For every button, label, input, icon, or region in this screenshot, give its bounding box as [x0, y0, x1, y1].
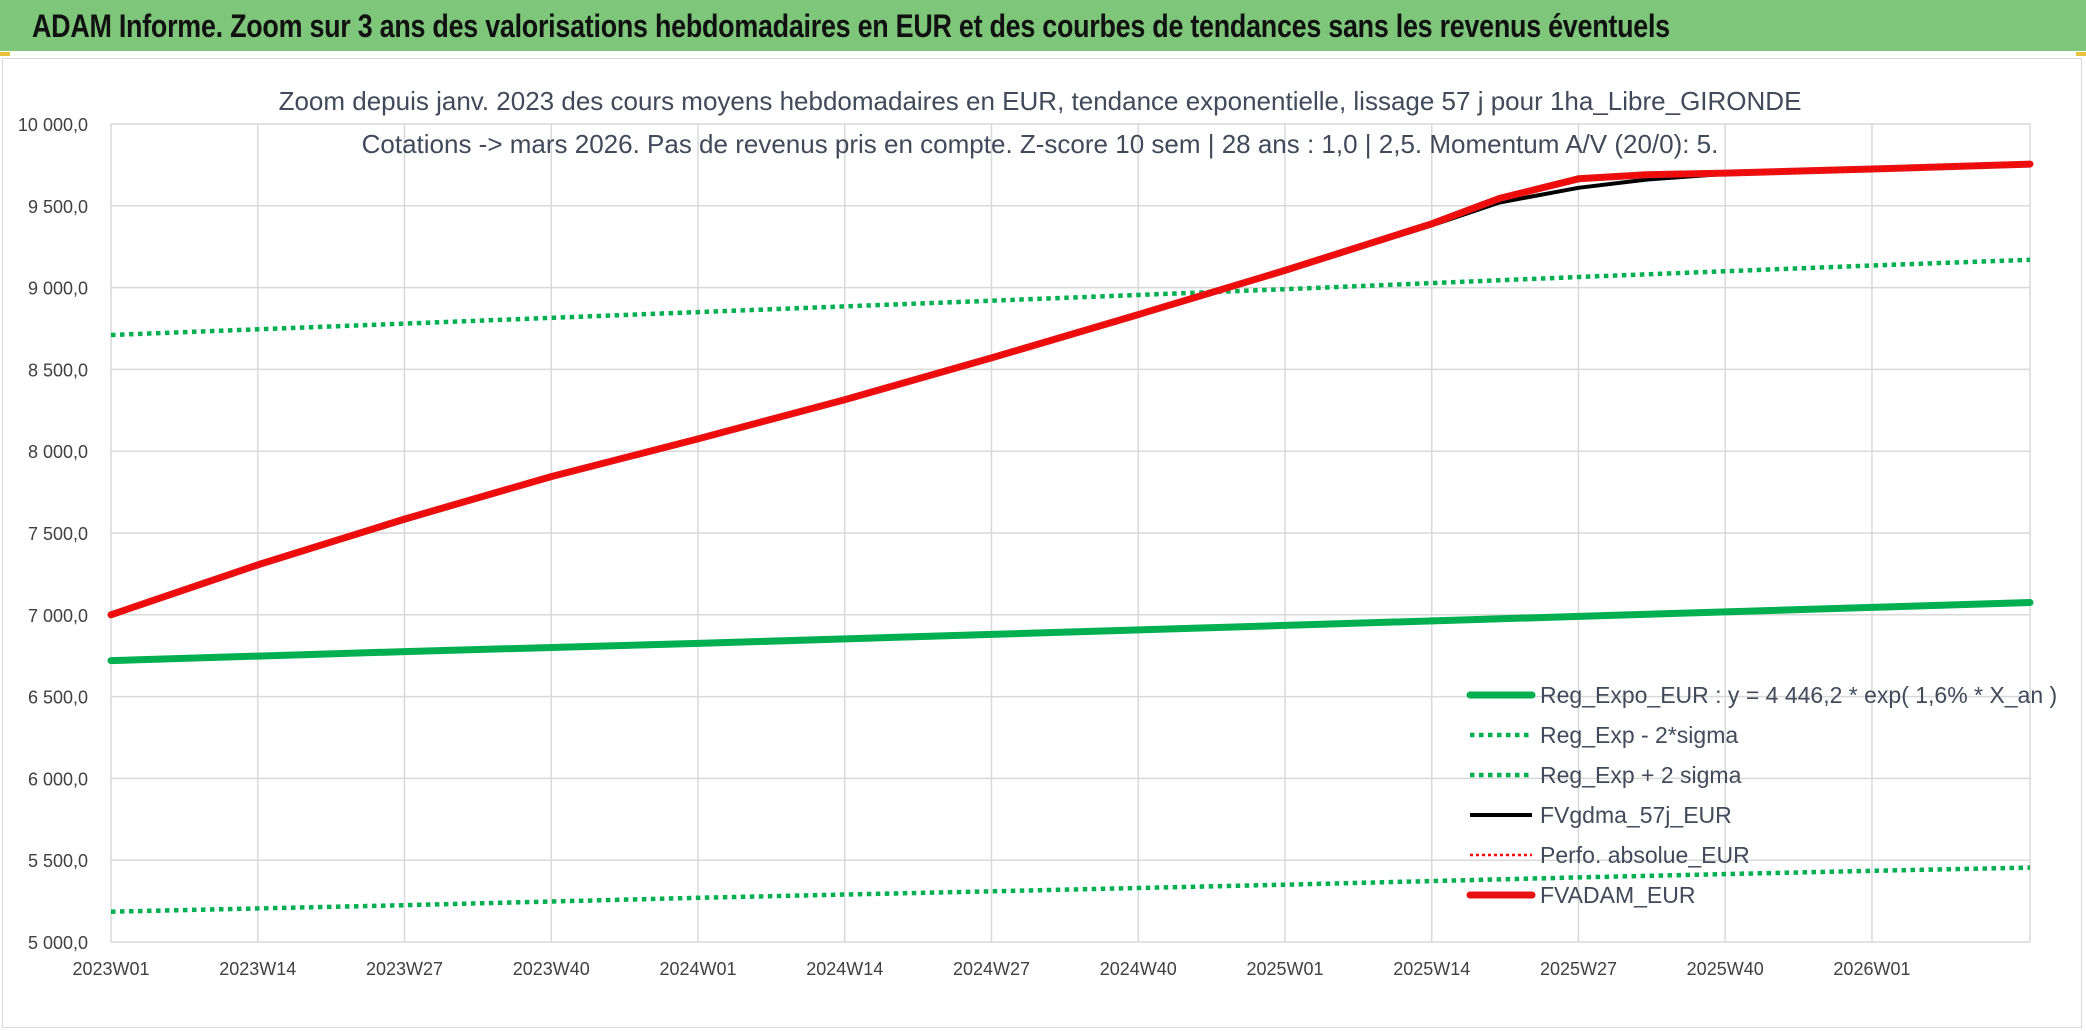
series-layer — [107, 160, 2034, 914]
x-tick-label: 2024W01 — [659, 959, 736, 979]
legend-label-4: Perfo. absolue_EUR — [1540, 842, 1750, 868]
legend-label-1: Reg_Exp - 2*sigma — [1540, 722, 1738, 748]
series-line-5 — [107, 160, 2034, 619]
legend-label-5: FVADAM_EUR — [1540, 882, 1696, 908]
banner-corner-left — [0, 52, 10, 56]
report-title: ADAM Informe. Zoom sur 3 ans des valoris… — [32, 8, 1670, 44]
grid-layer — [110, 123, 2031, 943]
y-tick-label: 5 000,0 — [28, 933, 88, 953]
x-tick-label: 2025W27 — [1540, 959, 1617, 979]
x-tick-label: 2023W01 — [72, 959, 149, 979]
series-line-0 — [107, 599, 2034, 665]
y-tick-label: 7 000,0 — [28, 606, 88, 626]
y-tick-label: 6 500,0 — [28, 688, 88, 708]
x-tick-label: 2024W14 — [806, 959, 883, 979]
y-tick-label: 7 500,0 — [28, 524, 88, 544]
x-tick-label: 2023W14 — [219, 959, 296, 979]
legend-label-3: FVgdma_57j_EUR — [1540, 802, 1732, 828]
series-line-3 — [110, 162, 2031, 617]
banner-corner-right — [2076, 52, 2086, 56]
chart-title: Zoom depuis janv. 2023 des cours moyens … — [279, 86, 1802, 116]
x-tick-label: 2023W27 — [366, 959, 443, 979]
y-tick-label: 9 000,0 — [28, 279, 88, 299]
x-tick-label: 2024W40 — [1100, 959, 1177, 979]
x-tick-label: 2025W01 — [1246, 959, 1323, 979]
chart-legend: Reg_Expo_EUR : y = 4 446,2 * exp( 1,6% *… — [1466, 682, 2057, 908]
x-tick-label: 2025W14 — [1393, 959, 1470, 979]
legend-label-2: Reg_Exp + 2 sigma — [1540, 762, 1742, 788]
legend-label-0: Reg_Expo_EUR : y = 4 446,2 * exp( 1,6% *… — [1540, 682, 2057, 708]
chart-frame — [2, 58, 2082, 1028]
y-tick-label: 9 500,0 — [28, 197, 88, 217]
y-tick-label: 8 000,0 — [28, 442, 88, 462]
x-tick-label: 2024W27 — [953, 959, 1030, 979]
x-tick-label: 2025W40 — [1687, 959, 1764, 979]
series-line-2 — [110, 257, 2031, 338]
y-tick-label: 10 000,0 — [18, 115, 88, 135]
y-tick-label: 8 500,0 — [28, 360, 88, 380]
x-tick-label: 2026W01 — [1833, 959, 1910, 979]
y-tick-label: 5 500,0 — [28, 851, 88, 871]
series-line-4 — [110, 162, 2031, 616]
y-tick-label: 6 000,0 — [28, 769, 88, 789]
axis-layer: 5 000,0 5 500,0 6 000,0 6 500,0 7 000,0 7 500… — [18, 115, 1911, 979]
chart-subtitle: Cotations -> mars 2026. Pas de revenus p… — [362, 129, 1719, 159]
series-line-1 — [110, 865, 2031, 914]
x-tick-label: 2023W40 — [513, 959, 590, 979]
report-banner: ADAM Informe. Zoom sur 3 ans des valoris… — [0, 0, 2086, 54]
